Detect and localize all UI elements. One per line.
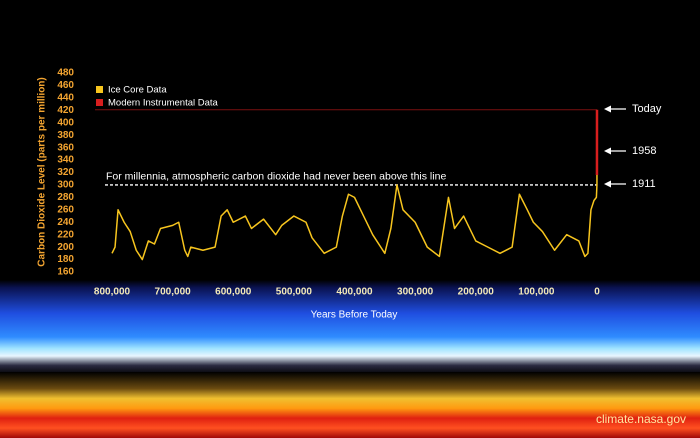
credit: climate.nasa.gov bbox=[596, 412, 686, 426]
y-tick-label: 340 bbox=[57, 155, 74, 166]
y-tick-label: 440 bbox=[57, 93, 74, 104]
y-tick-label: 460 bbox=[57, 80, 74, 91]
y-tick-label: 240 bbox=[57, 217, 74, 228]
legend-label: Ice Core Data bbox=[108, 85, 167, 96]
y-tick-label: 360 bbox=[57, 142, 74, 153]
reference-label: For millennia, atmospheric carbon dioxid… bbox=[106, 171, 446, 183]
y-tick-label: 260 bbox=[57, 204, 74, 215]
y-tick-label: 320 bbox=[57, 167, 74, 178]
x-tick-label: 700,000 bbox=[155, 287, 192, 298]
series-line bbox=[111, 174, 598, 261]
y-tick-label: 420 bbox=[57, 105, 74, 116]
atmosphere-band bbox=[0, 280, 700, 375]
x-tick-label: 200,000 bbox=[458, 287, 495, 298]
y-tick-label: 220 bbox=[57, 229, 74, 240]
y-tick-label: 400 bbox=[57, 117, 74, 128]
y-axis-label: Carbon Dioxide Level (parts per million) bbox=[37, 77, 48, 266]
annotation-arrowhead bbox=[604, 147, 611, 155]
x-axis-label: Years Before Today bbox=[311, 310, 398, 321]
x-tick-label: 800,000 bbox=[94, 287, 131, 298]
annotation-arrowhead bbox=[604, 105, 611, 113]
y-tick-label: 480 bbox=[57, 68, 74, 79]
annotation-label: 1911 bbox=[632, 178, 656, 190]
legend-swatch bbox=[96, 86, 103, 93]
y-tick-label: 380 bbox=[57, 130, 74, 141]
annotation-arrowhead bbox=[604, 180, 611, 188]
annotation-label: Today bbox=[632, 103, 662, 115]
x-tick-label: 300,000 bbox=[397, 287, 434, 298]
y-tick-label: 200 bbox=[57, 242, 74, 253]
x-tick-label: 0 bbox=[594, 287, 600, 298]
x-tick-label: 500,000 bbox=[276, 287, 313, 298]
x-tick-label: 600,000 bbox=[215, 287, 252, 298]
earth-band bbox=[0, 372, 700, 438]
legend-label: Modern Instrumental Data bbox=[108, 98, 219, 109]
legend-swatch bbox=[96, 99, 103, 106]
x-tick-label: 100,000 bbox=[518, 287, 555, 298]
x-tick-label: 400,000 bbox=[336, 287, 373, 298]
y-tick-label: 300 bbox=[57, 180, 74, 191]
plot-area: 1601802002202402602803003203403603804004… bbox=[57, 68, 662, 298]
y-tick-label: 280 bbox=[57, 192, 74, 203]
annotation-label: 1958 bbox=[632, 145, 656, 157]
y-tick-label: 160 bbox=[57, 267, 74, 278]
y-tick-label: 180 bbox=[57, 254, 74, 265]
